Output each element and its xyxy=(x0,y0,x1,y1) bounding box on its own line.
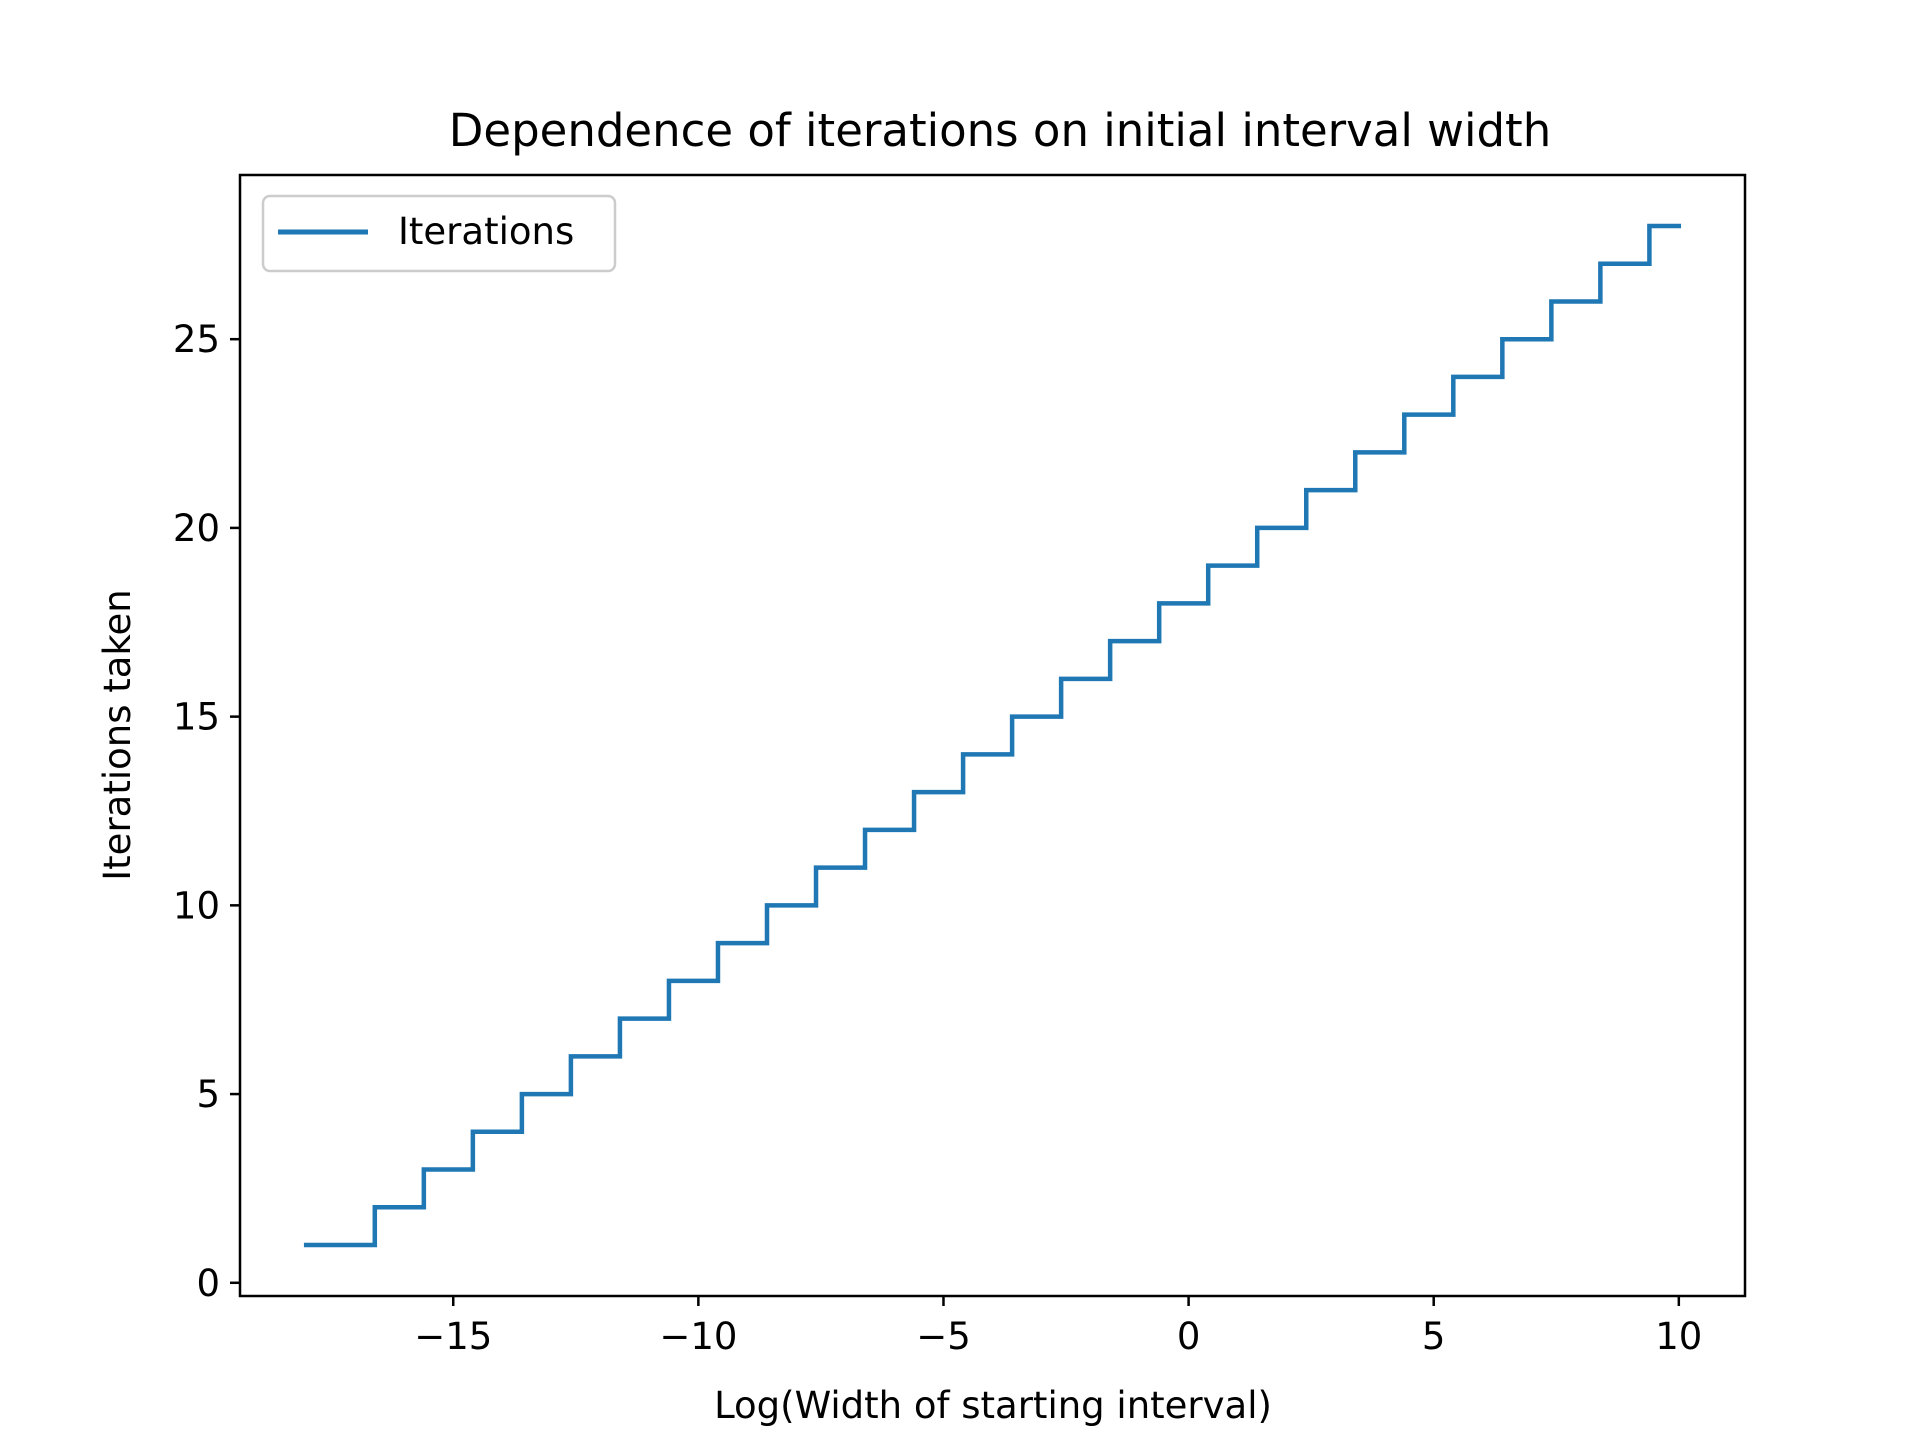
chart-title: Dependence of iterations on initial inte… xyxy=(449,104,1551,157)
x-tick-label: −5 xyxy=(916,1315,971,1358)
plot-background xyxy=(240,175,1745,1296)
x-axis-label: Log(Width of starting interval) xyxy=(714,1384,1272,1427)
y-axis: 0 5 10 15 20 25 xyxy=(173,318,240,1305)
y-axis-label: Iterations taken xyxy=(96,589,139,880)
y-tick-label: 15 xyxy=(173,696,220,739)
plot-frame xyxy=(238,173,1747,1298)
y-tick-label: 0 xyxy=(196,1262,220,1305)
y-tick-label: 10 xyxy=(173,884,220,927)
x-tick-label: −15 xyxy=(414,1315,492,1358)
x-tick-label: −10 xyxy=(659,1315,737,1358)
series-layer xyxy=(303,223,1682,1248)
y-tick-label: 20 xyxy=(173,507,220,550)
x-axis: −15 −10 −5 0 5 10 xyxy=(414,1296,1702,1358)
series-line-iterations xyxy=(303,223,1682,1248)
y-tick-label: 5 xyxy=(196,1073,220,1116)
x-tick-label: 0 xyxy=(1177,1315,1201,1358)
legend-label: Iterations xyxy=(398,210,574,253)
plot-area xyxy=(238,173,1747,1298)
x-tick-label: 5 xyxy=(1422,1315,1446,1358)
y-tick-label: 25 xyxy=(173,318,220,361)
legend-box xyxy=(261,194,617,273)
x-tick-label: 10 xyxy=(1655,1315,1702,1358)
legend: Iterations xyxy=(261,194,617,273)
